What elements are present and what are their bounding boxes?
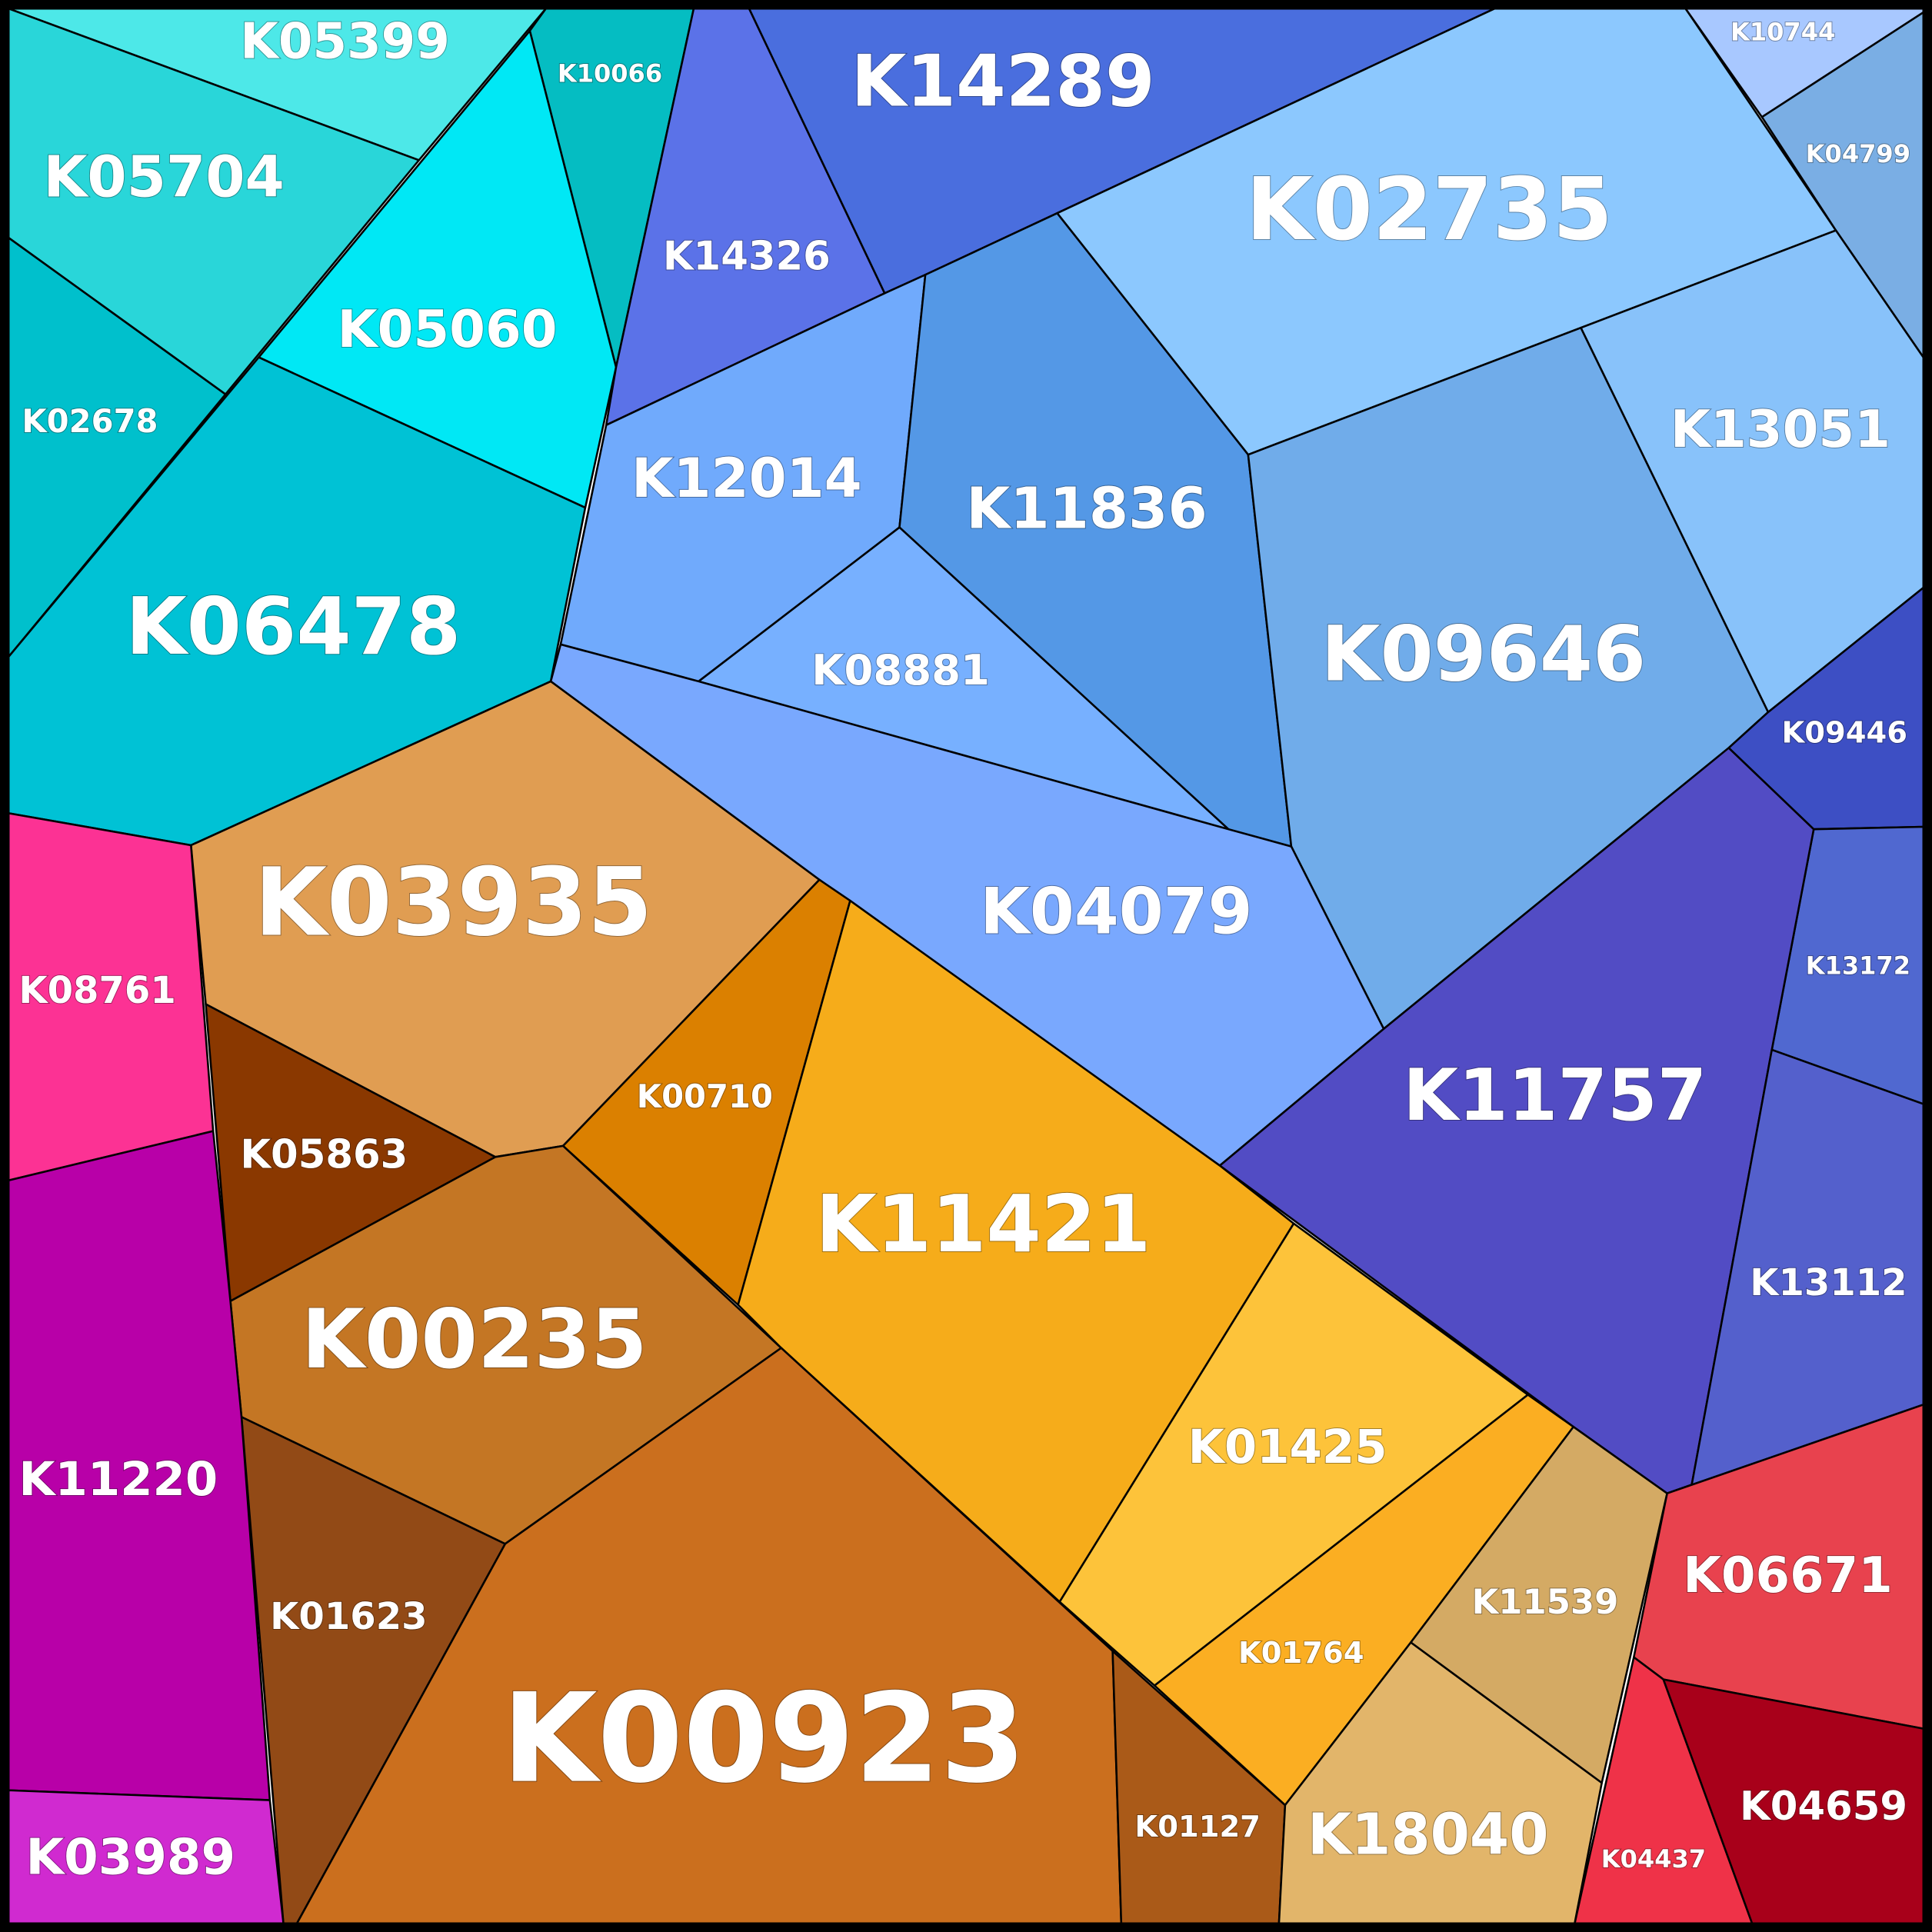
cell-label: K01764	[1238, 1636, 1364, 1671]
cell-label: K05704	[43, 145, 284, 211]
cell-label: K11757	[1403, 1054, 1707, 1137]
cell-label: K05399	[240, 13, 450, 70]
cell-label: K03989	[26, 1830, 236, 1887]
cell-label: K03935	[255, 848, 653, 958]
cell-label: K02735	[1246, 160, 1613, 260]
cell-label: K05863	[240, 1131, 408, 1178]
cell-label: K11836	[966, 476, 1207, 541]
cell-label: K12014	[631, 447, 862, 510]
cell-label: K08761	[18, 969, 175, 1012]
cell-label: K04659	[1740, 1784, 1907, 1830]
cell-label: K10066	[558, 59, 662, 88]
cell-label: K13051	[1671, 399, 1890, 459]
cell-label: K00235	[301, 1292, 648, 1387]
cell-label: K11220	[18, 1452, 218, 1507]
cell-label: K14289	[851, 40, 1154, 123]
cell-label: K04799	[1806, 139, 1910, 168]
cell-label: K10744	[1730, 17, 1835, 46]
labels: K05399 K05704 K10066 K05060 K02678 K06478 K143…	[18, 12, 1911, 1887]
cell-label: K11539	[1472, 1581, 1619, 1622]
cell-label: K13172	[1806, 951, 1910, 981]
cell-label: K13112	[1750, 1261, 1907, 1304]
cell-label: K01623	[270, 1595, 427, 1638]
cell-label: K08881	[811, 645, 990, 695]
cell-label: K09646	[1321, 610, 1646, 698]
cell-label: K04079	[980, 874, 1252, 948]
cell-label: K18040	[1307, 1802, 1548, 1867]
cell-label: K05060	[337, 299, 557, 359]
cell-label: K11421	[815, 1179, 1151, 1271]
cell-label: K00710	[637, 1078, 773, 1115]
cell-label: K14326	[663, 233, 831, 279]
cell-label: K02678	[22, 402, 158, 440]
cell-label: K06478	[125, 581, 461, 673]
cells	[7, 7, 1925, 1925]
cell-label: K00923	[502, 1667, 1026, 1810]
cell-label: K01425	[1188, 1420, 1387, 1474]
cell-label: K01127	[1134, 1810, 1261, 1844]
cell-label: K06671	[1683, 1547, 1893, 1604]
cell-label: K09446	[1781, 715, 1907, 750]
cell-label: K04437	[1601, 1844, 1706, 1874]
